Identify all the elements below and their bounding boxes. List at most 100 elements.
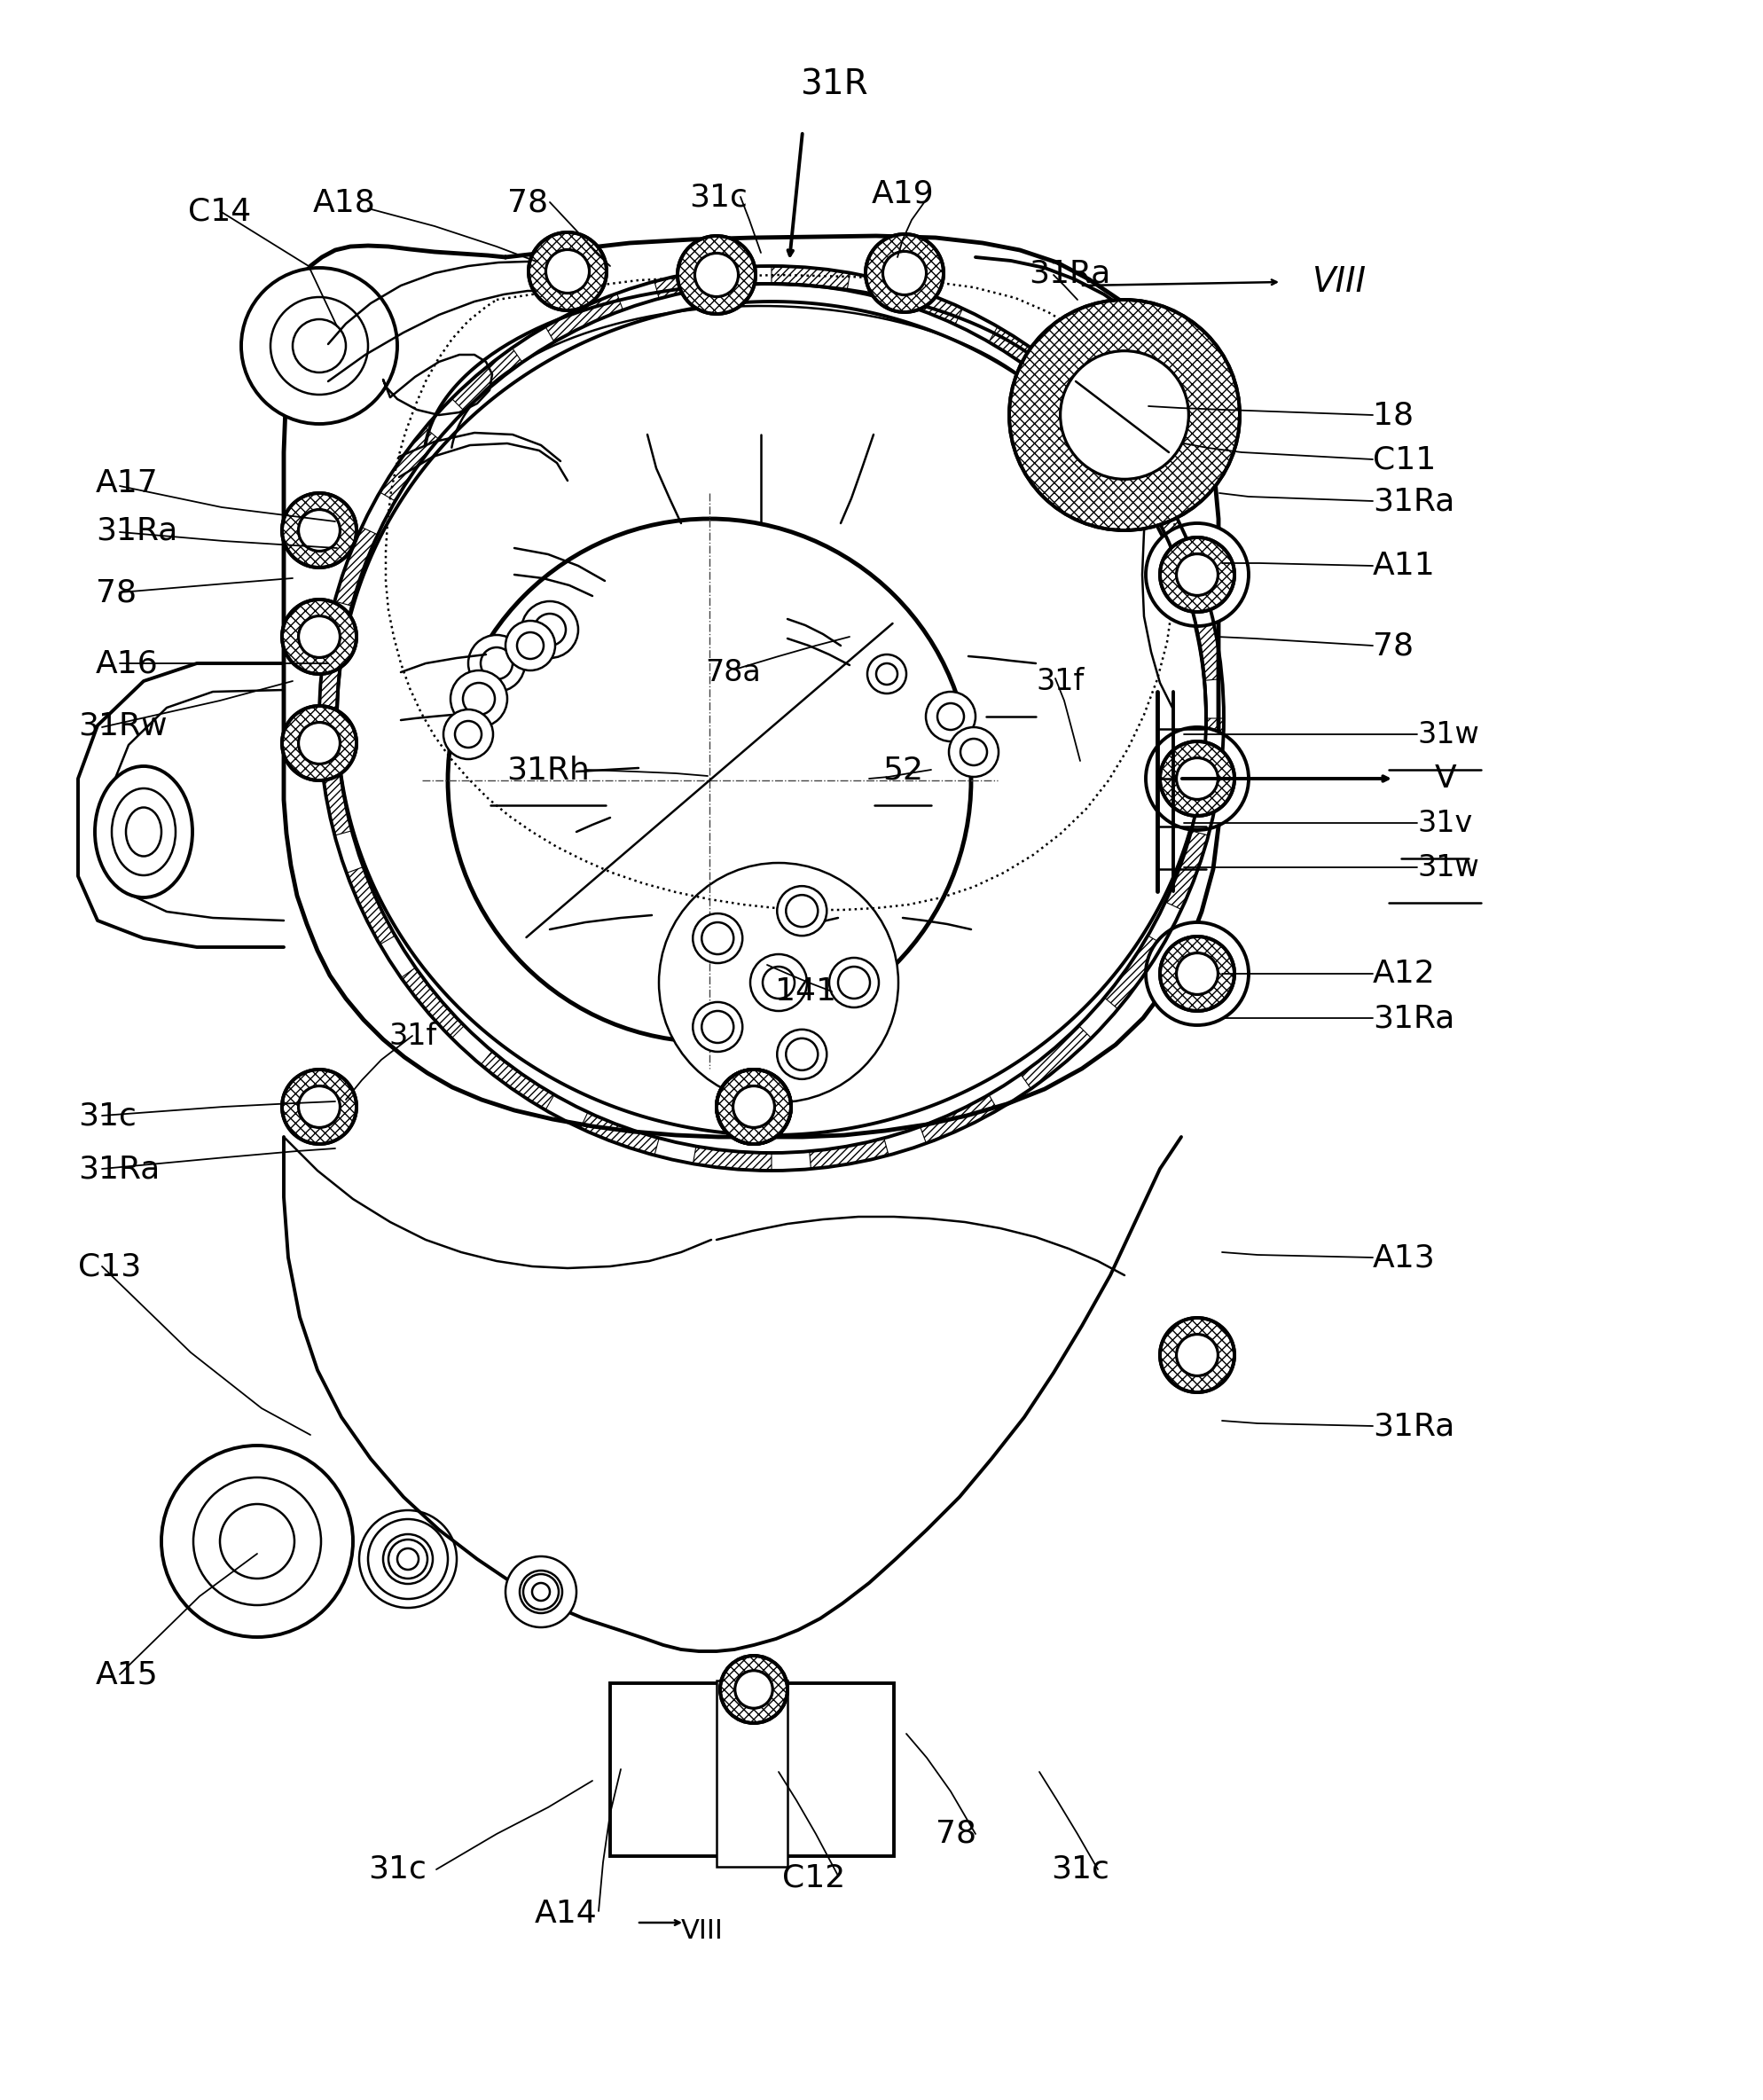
Text: A15: A15 — [95, 1659, 159, 1688]
Text: 31Rh: 31Rh — [506, 754, 589, 785]
Text: A11: A11 — [1373, 550, 1435, 582]
Circle shape — [786, 1037, 818, 1071]
Ellipse shape — [95, 766, 192, 897]
Circle shape — [451, 670, 508, 727]
Text: 78: 78 — [508, 187, 548, 216]
Circle shape — [702, 922, 733, 953]
Circle shape — [547, 250, 589, 292]
Circle shape — [532, 1583, 550, 1600]
Circle shape — [1176, 953, 1218, 993]
Circle shape — [524, 1575, 559, 1609]
Circle shape — [751, 953, 807, 1010]
Circle shape — [763, 966, 795, 1000]
Text: 31Rw: 31Rw — [78, 710, 167, 741]
Circle shape — [194, 1478, 321, 1604]
Text: 31Ra: 31Ra — [1373, 485, 1454, 517]
Circle shape — [702, 977, 753, 1025]
Text: 31c: 31c — [368, 1854, 427, 1884]
Wedge shape — [1160, 937, 1234, 1010]
Wedge shape — [282, 598, 356, 674]
Circle shape — [728, 924, 779, 974]
Text: 31Ra: 31Ra — [1373, 1004, 1454, 1033]
Circle shape — [242, 269, 397, 424]
Circle shape — [481, 647, 513, 678]
Circle shape — [520, 1571, 562, 1613]
Circle shape — [876, 664, 897, 685]
Text: 31c: 31c — [1051, 1854, 1109, 1884]
Text: C11: C11 — [1373, 445, 1437, 475]
FancyBboxPatch shape — [716, 1680, 788, 1867]
Circle shape — [464, 682, 495, 714]
Wedge shape — [282, 706, 356, 781]
Wedge shape — [866, 233, 943, 313]
Circle shape — [1061, 351, 1188, 479]
Text: 78: 78 — [936, 1819, 977, 1848]
Circle shape — [836, 977, 885, 1025]
Text: 141: 141 — [774, 977, 836, 1006]
Circle shape — [1061, 351, 1188, 479]
Text: C14: C14 — [189, 195, 252, 227]
Circle shape — [829, 958, 878, 1008]
Circle shape — [733, 1086, 774, 1128]
Text: A19: A19 — [871, 178, 934, 208]
Circle shape — [702, 1010, 733, 1044]
Text: VIII: VIII — [1312, 265, 1366, 298]
Wedge shape — [1008, 300, 1239, 531]
Circle shape — [867, 655, 906, 693]
Ellipse shape — [111, 788, 176, 876]
Text: A13: A13 — [1373, 1243, 1435, 1273]
Text: A17: A17 — [95, 468, 159, 498]
Circle shape — [360, 1510, 457, 1609]
Wedge shape — [719, 1655, 788, 1724]
Wedge shape — [1160, 741, 1234, 817]
Circle shape — [293, 319, 346, 372]
Circle shape — [368, 1518, 448, 1598]
Circle shape — [837, 966, 869, 1000]
Text: 78: 78 — [95, 578, 138, 607]
Text: 31f: 31f — [1037, 666, 1084, 695]
Text: 31c: 31c — [689, 183, 748, 212]
Circle shape — [777, 886, 827, 937]
Circle shape — [506, 622, 555, 670]
Circle shape — [1176, 554, 1218, 594]
Text: 78: 78 — [1373, 630, 1414, 662]
Text: 31Ra: 31Ra — [1030, 258, 1111, 288]
Text: C13: C13 — [78, 1252, 141, 1281]
Wedge shape — [1160, 538, 1234, 611]
Text: VIII: VIII — [681, 1919, 723, 1945]
Circle shape — [846, 987, 873, 1014]
Circle shape — [1146, 727, 1248, 830]
Circle shape — [383, 1535, 432, 1583]
Ellipse shape — [125, 809, 162, 857]
Circle shape — [1146, 523, 1248, 626]
Circle shape — [397, 1548, 418, 1569]
Circle shape — [659, 863, 899, 1102]
Wedge shape — [282, 1069, 356, 1145]
Circle shape — [777, 1029, 827, 1079]
Text: 31f: 31f — [388, 1021, 437, 1050]
Circle shape — [883, 252, 926, 294]
Text: C12: C12 — [783, 1863, 846, 1894]
Text: A12: A12 — [1373, 960, 1435, 989]
Circle shape — [444, 710, 494, 758]
Circle shape — [455, 720, 481, 748]
Text: 31R: 31R — [800, 67, 867, 101]
Circle shape — [379, 1531, 435, 1588]
Circle shape — [735, 1672, 772, 1707]
Circle shape — [469, 634, 525, 691]
Circle shape — [448, 519, 971, 1042]
Text: 31w: 31w — [1417, 853, 1479, 882]
Text: 31v: 31v — [1417, 809, 1472, 838]
Text: 31c: 31c — [78, 1100, 136, 1130]
Circle shape — [1146, 922, 1248, 1025]
Circle shape — [786, 895, 818, 926]
Text: 31Ra: 31Ra — [78, 1153, 160, 1184]
Circle shape — [938, 704, 964, 731]
Circle shape — [693, 1002, 742, 1052]
Text: 31w: 31w — [1417, 720, 1479, 750]
Circle shape — [961, 739, 987, 764]
Circle shape — [270, 296, 368, 395]
Circle shape — [714, 987, 740, 1014]
Text: 18: 18 — [1373, 399, 1414, 430]
Circle shape — [1176, 1336, 1218, 1376]
